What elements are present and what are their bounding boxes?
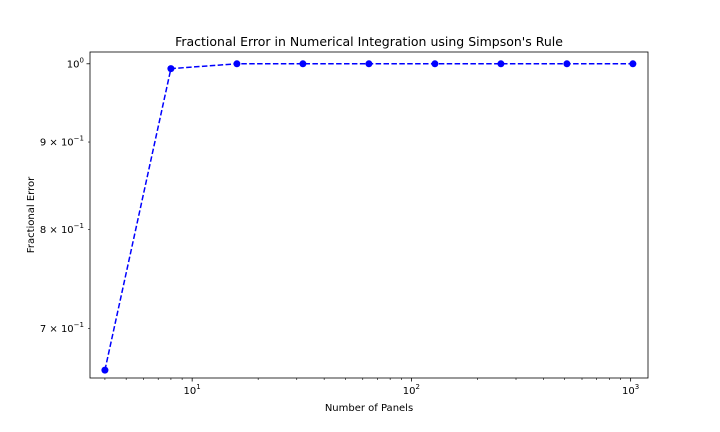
data-point xyxy=(365,60,373,68)
data-point xyxy=(233,60,241,68)
data-point xyxy=(431,60,439,68)
data-point xyxy=(101,366,109,374)
x-tick-label: 101 xyxy=(184,383,201,397)
y-tick-label: 7 × 10−1 xyxy=(40,321,84,335)
x-tick-label: 102 xyxy=(403,383,420,397)
series-line xyxy=(104,63,633,371)
data-point xyxy=(563,60,571,68)
y-tick-label: 100 xyxy=(67,56,84,70)
data-point xyxy=(629,60,637,68)
data-point xyxy=(167,65,175,73)
data-point xyxy=(299,60,307,68)
x-axis-label: Number of Panels xyxy=(325,403,413,414)
y-tick-label: 9 × 10−1 xyxy=(40,135,84,149)
data-point xyxy=(497,60,505,68)
y-axis-label: Fractional Error xyxy=(26,176,37,253)
plot-frame xyxy=(89,51,649,379)
plot-area: 101 102 103 100 9 × 10−1 8 × 10−1 7 × 10−1 xyxy=(40,51,649,397)
chart-title: Fractional Error in Numerical Integratio… xyxy=(175,34,563,49)
x-tick-label: 103 xyxy=(622,383,639,397)
y-tick-label: 8 × 10−1 xyxy=(40,222,84,236)
